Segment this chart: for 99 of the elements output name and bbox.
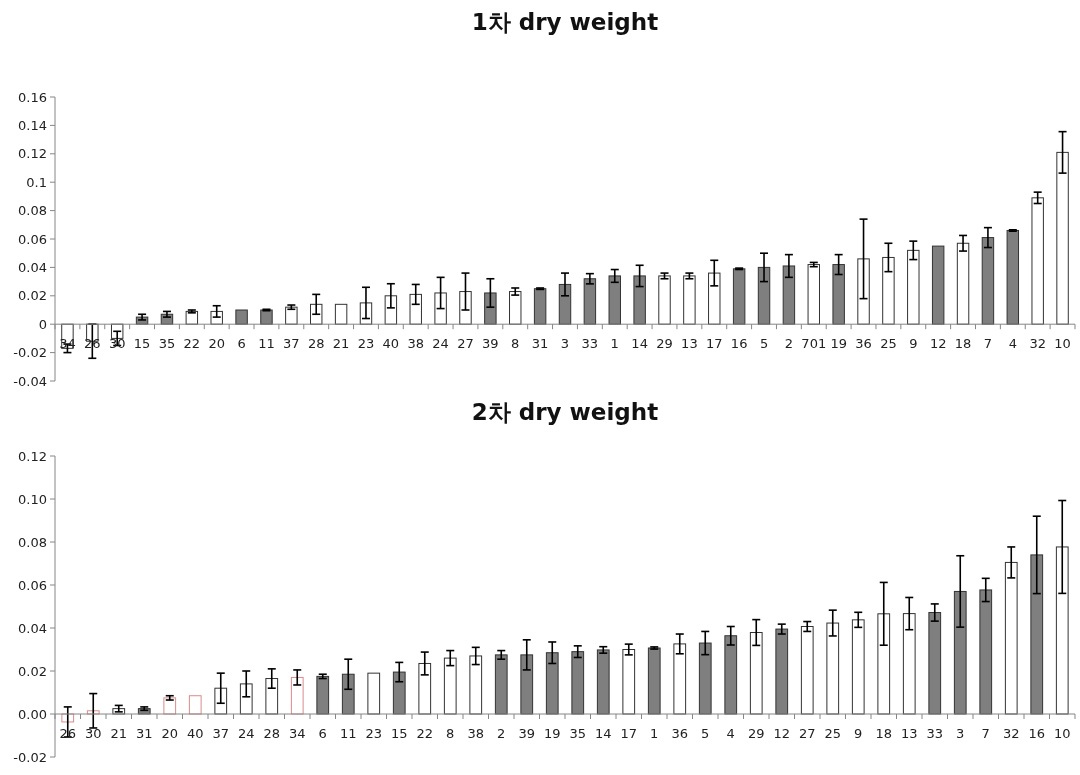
x-tick-label: 30 xyxy=(84,726,102,741)
x-tick-label: 22 xyxy=(416,726,434,741)
x-tick-label: 13 xyxy=(900,726,918,741)
x-tick-label: 39 xyxy=(482,336,499,352)
y-tick-label: 0.02 xyxy=(18,288,47,304)
x-tick-label: 31 xyxy=(135,726,153,741)
x-tick-label: 2 xyxy=(497,726,506,741)
y-tick-label: 0.10 xyxy=(18,491,47,507)
x-tick-label: 9 xyxy=(909,336,918,352)
x-tick-label: 40 xyxy=(382,336,400,352)
y-tick-label: 0 xyxy=(38,316,47,332)
y-tick-label: 0.08 xyxy=(18,203,47,219)
x-tick-label: 22 xyxy=(183,336,201,352)
x-tick-label: 28 xyxy=(263,726,281,741)
x-tick-label: 9 xyxy=(854,726,863,741)
x-tick-label: 1 xyxy=(650,726,659,741)
y-tick-label: -0.02 xyxy=(13,749,47,765)
x-tick-label: 32 xyxy=(1029,336,1046,352)
x-tick-label: 19 xyxy=(830,336,847,352)
y-tick-label: 0.06 xyxy=(18,231,47,247)
x-tick-label: 15 xyxy=(133,336,151,352)
x-tick-label: 30 xyxy=(108,336,126,352)
x-tick-label: 33 xyxy=(581,336,599,352)
x-tick-label: 5 xyxy=(701,726,710,741)
x-tick-label: 11 xyxy=(339,726,357,741)
x-tick-label: 37 xyxy=(212,726,230,741)
x-tick-label: 25 xyxy=(824,726,842,741)
y-tick-label: 0.12 xyxy=(18,146,47,162)
x-tick-label: 27 xyxy=(798,726,816,741)
x-tick-label: 18 xyxy=(875,726,893,741)
x-tick-label: 24 xyxy=(432,336,449,352)
x-tick-label: 40 xyxy=(186,726,204,741)
x-tick-label: 37 xyxy=(283,336,300,352)
x-tick-label: 17 xyxy=(705,336,723,352)
x-tick-label: 35 xyxy=(569,726,587,741)
y-tick-label: 0.06 xyxy=(18,577,47,593)
y-tick-label: 0.14 xyxy=(18,117,47,133)
x-tick-label: 10 xyxy=(1054,336,1071,352)
x-tick-label: 3 xyxy=(956,726,965,741)
x-tick-label: 38 xyxy=(467,726,485,741)
x-tick-label: 5 xyxy=(759,336,769,352)
x-tick-label: 21 xyxy=(332,336,350,352)
x-tick-label: 8 xyxy=(446,726,455,741)
y-tick-label: 0.1 xyxy=(26,174,47,190)
x-tick-label: 10 xyxy=(1053,726,1071,741)
y-tick-label: 0.04 xyxy=(18,259,47,275)
x-tick-label: 6 xyxy=(318,726,327,741)
x-tick-label: 14 xyxy=(631,336,648,352)
x-tick-label: 20 xyxy=(208,336,225,352)
x-tick-label: 6 xyxy=(237,336,246,352)
x-tick-label: 4 xyxy=(726,726,735,741)
x-tick-label: 35 xyxy=(158,336,176,352)
y-tick-label: 0.08 xyxy=(18,534,47,550)
x-tick-label: 16 xyxy=(1028,726,1046,741)
x-tick-label: 17 xyxy=(620,726,638,741)
x-tick-label: 14 xyxy=(594,726,612,741)
x-tick-label: 32 xyxy=(1002,726,1020,741)
x-tick-label: 13 xyxy=(681,336,698,352)
x-tick-label: 24 xyxy=(237,726,255,741)
x-tick-label: 20 xyxy=(161,726,179,741)
x-tick-label: 36 xyxy=(671,726,689,741)
y-tick-label: -0.04 xyxy=(13,373,47,389)
x-tick-label: 27 xyxy=(457,336,474,352)
y-tick-label: 0.02 xyxy=(18,663,47,679)
x-tick-label: 38 xyxy=(407,336,425,352)
x-tick-label: 1 xyxy=(610,336,619,352)
x-tick-label: 2 xyxy=(784,336,794,352)
x-tick-label: 15 xyxy=(390,726,408,741)
x-tick-label: 3 xyxy=(560,336,570,352)
x-tick-label: 23 xyxy=(357,336,375,352)
x-tick-label: 23 xyxy=(365,726,383,741)
x-tick-label: 19 xyxy=(543,726,561,741)
x-tick-label: 36 xyxy=(855,336,872,352)
x-tick-label: 28 xyxy=(307,336,325,352)
x-tick-label: 25 xyxy=(880,336,897,352)
x-tick-label: 39 xyxy=(518,726,536,741)
x-tick-label: 12 xyxy=(773,726,791,741)
x-tick-label: 21 xyxy=(110,726,128,741)
x-tick-label: 12 xyxy=(929,336,947,352)
x-tick-label: 33 xyxy=(926,726,944,741)
y-tick-label: 0.12 xyxy=(18,448,47,464)
y-tick-label: 0.16 xyxy=(18,89,47,105)
x-tick-label: 31 xyxy=(531,336,549,352)
x-tick-label: 34 xyxy=(288,726,306,741)
x-tick-label: 29 xyxy=(747,726,765,741)
x-tick-label: 4 xyxy=(1008,336,1017,352)
x-tick-label: 701 xyxy=(801,336,827,352)
x-tick-label: 7 xyxy=(983,336,993,352)
x-tick-label: 7 xyxy=(981,726,990,741)
y-tick-label: 0.04 xyxy=(18,620,47,636)
chart-title: 2차 dry weight xyxy=(471,399,659,425)
x-tick-label: 29 xyxy=(656,336,673,352)
y-tick-label: 0.00 xyxy=(18,706,47,722)
x-tick-label: 18 xyxy=(954,336,972,352)
chart-title: 1차 dry weight xyxy=(471,9,659,35)
x-tick-label: 16 xyxy=(730,336,748,352)
y-tick-label: -0.02 xyxy=(13,345,47,361)
x-tick-label: 8 xyxy=(511,336,520,352)
x-tick-label: 11 xyxy=(258,336,275,352)
